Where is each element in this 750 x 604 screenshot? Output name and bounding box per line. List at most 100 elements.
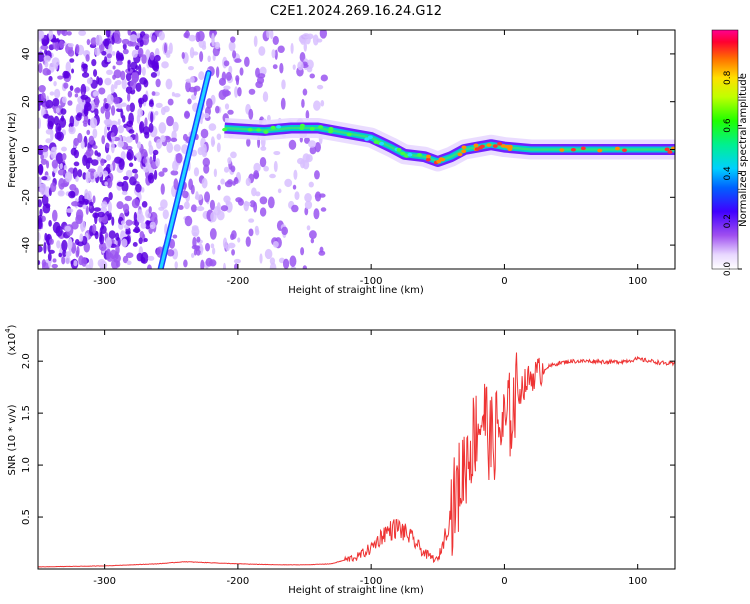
noise-blob [290, 266, 297, 269]
noise-blob [65, 208, 74, 213]
noise-blob [165, 78, 173, 90]
noise-blob [61, 152, 67, 161]
noise-blob [117, 118, 121, 126]
noise-blob [61, 96, 67, 104]
noise-blob [259, 157, 267, 168]
noise-blob [304, 136, 310, 144]
noise-blob [39, 208, 43, 217]
band-hotspot [346, 132, 352, 137]
noise-blob [248, 228, 254, 237]
noise-blob [172, 160, 179, 172]
noise-blob [103, 126, 108, 138]
noise-blob [151, 35, 157, 43]
noise-blob [141, 66, 146, 76]
noise-blob [209, 199, 215, 211]
band-hotspot [622, 148, 628, 153]
noise-blob [149, 156, 153, 165]
noise-blob [110, 132, 115, 138]
snr-panel: -300 -200 -100 0 100 0.5 1.0 1.5 2.0 Height of … [4, 324, 676, 596]
noise-blob [200, 259, 205, 269]
noise-blob [313, 208, 320, 220]
noise-blob [141, 187, 145, 193]
noise-blob [253, 170, 260, 180]
noise-blob [75, 249, 80, 258]
noise-blob [308, 140, 317, 148]
noise-blob [79, 233, 84, 242]
noise-blob [182, 190, 189, 199]
noise-blob [274, 49, 278, 60]
colorbar-tick-label: 0.6 [723, 118, 733, 133]
noise-blob [67, 43, 74, 48]
noise-blob [105, 236, 112, 249]
noise-blob [160, 106, 166, 116]
noise-blob [89, 117, 98, 129]
noise-blob [135, 82, 142, 92]
noise-blob [64, 225, 71, 232]
noise-blob [58, 252, 63, 258]
noise-blob [257, 73, 266, 79]
noise-blob [56, 240, 61, 249]
band-hotspot [222, 127, 228, 132]
noise-blob [184, 111, 190, 118]
noise-blob [280, 97, 286, 110]
noise-blob [128, 162, 134, 167]
noise-blob [199, 51, 204, 62]
noise-blob [112, 74, 116, 80]
noise-blob [197, 30, 205, 42]
noise-blob [313, 100, 321, 111]
band-hotspot [440, 157, 446, 162]
noise-blob [155, 78, 161, 88]
band-hotspot [614, 146, 620, 151]
noise-blob [131, 168, 138, 174]
noise-blob [38, 104, 41, 111]
noise-blob [116, 181, 125, 187]
noise-blob [62, 70, 69, 79]
noise-blob [105, 30, 111, 38]
noise-blob [143, 238, 148, 243]
noise-blob [123, 176, 129, 181]
noise-blob [135, 183, 142, 193]
band-hotspot [328, 126, 334, 131]
noise-blob [245, 236, 251, 247]
noise-blob [136, 113, 141, 124]
noise-blob [88, 168, 96, 173]
noise-blob [223, 60, 230, 67]
noise-blob [224, 180, 233, 188]
noise-blob [191, 225, 199, 231]
noise-blob [188, 34, 197, 42]
noise-blob [74, 187, 79, 196]
noise-blob [139, 77, 148, 85]
noise-blob [75, 43, 80, 54]
x-tick-label: 0 [501, 276, 507, 287]
noise-blob [136, 32, 141, 39]
noise-blob [318, 250, 326, 256]
noise-blob [94, 212, 98, 225]
noise-blob [162, 209, 169, 220]
noise-blob [104, 56, 108, 63]
noise-blob [56, 30, 62, 36]
noise-blob [302, 88, 308, 96]
noise-blob [86, 148, 94, 157]
noise-blob [260, 146, 267, 151]
noise-blob [38, 199, 42, 208]
x-tick-label: 0 [501, 576, 507, 587]
noise-blob [134, 153, 140, 159]
band-hotspot [570, 147, 576, 152]
spectrogram-y-ticks: -40 -20 0 20 40 [21, 48, 675, 253]
noise-blob [93, 171, 99, 178]
noise-blob [235, 75, 240, 82]
noise-blob [75, 113, 82, 121]
band-hotspot [500, 144, 506, 148]
noise-blob [140, 222, 147, 229]
noise-blob [209, 228, 217, 240]
band-hotspot [256, 128, 262, 132]
noise-blob [54, 41, 60, 51]
noise-blob [110, 83, 115, 94]
noise-blob [320, 207, 327, 212]
snr-scale-base: (x10 [7, 333, 18, 356]
noise-blob [67, 90, 73, 98]
noise-blob [120, 220, 126, 225]
noise-blob [81, 63, 88, 69]
noise-blob [103, 38, 110, 47]
noise-blob [225, 71, 232, 81]
